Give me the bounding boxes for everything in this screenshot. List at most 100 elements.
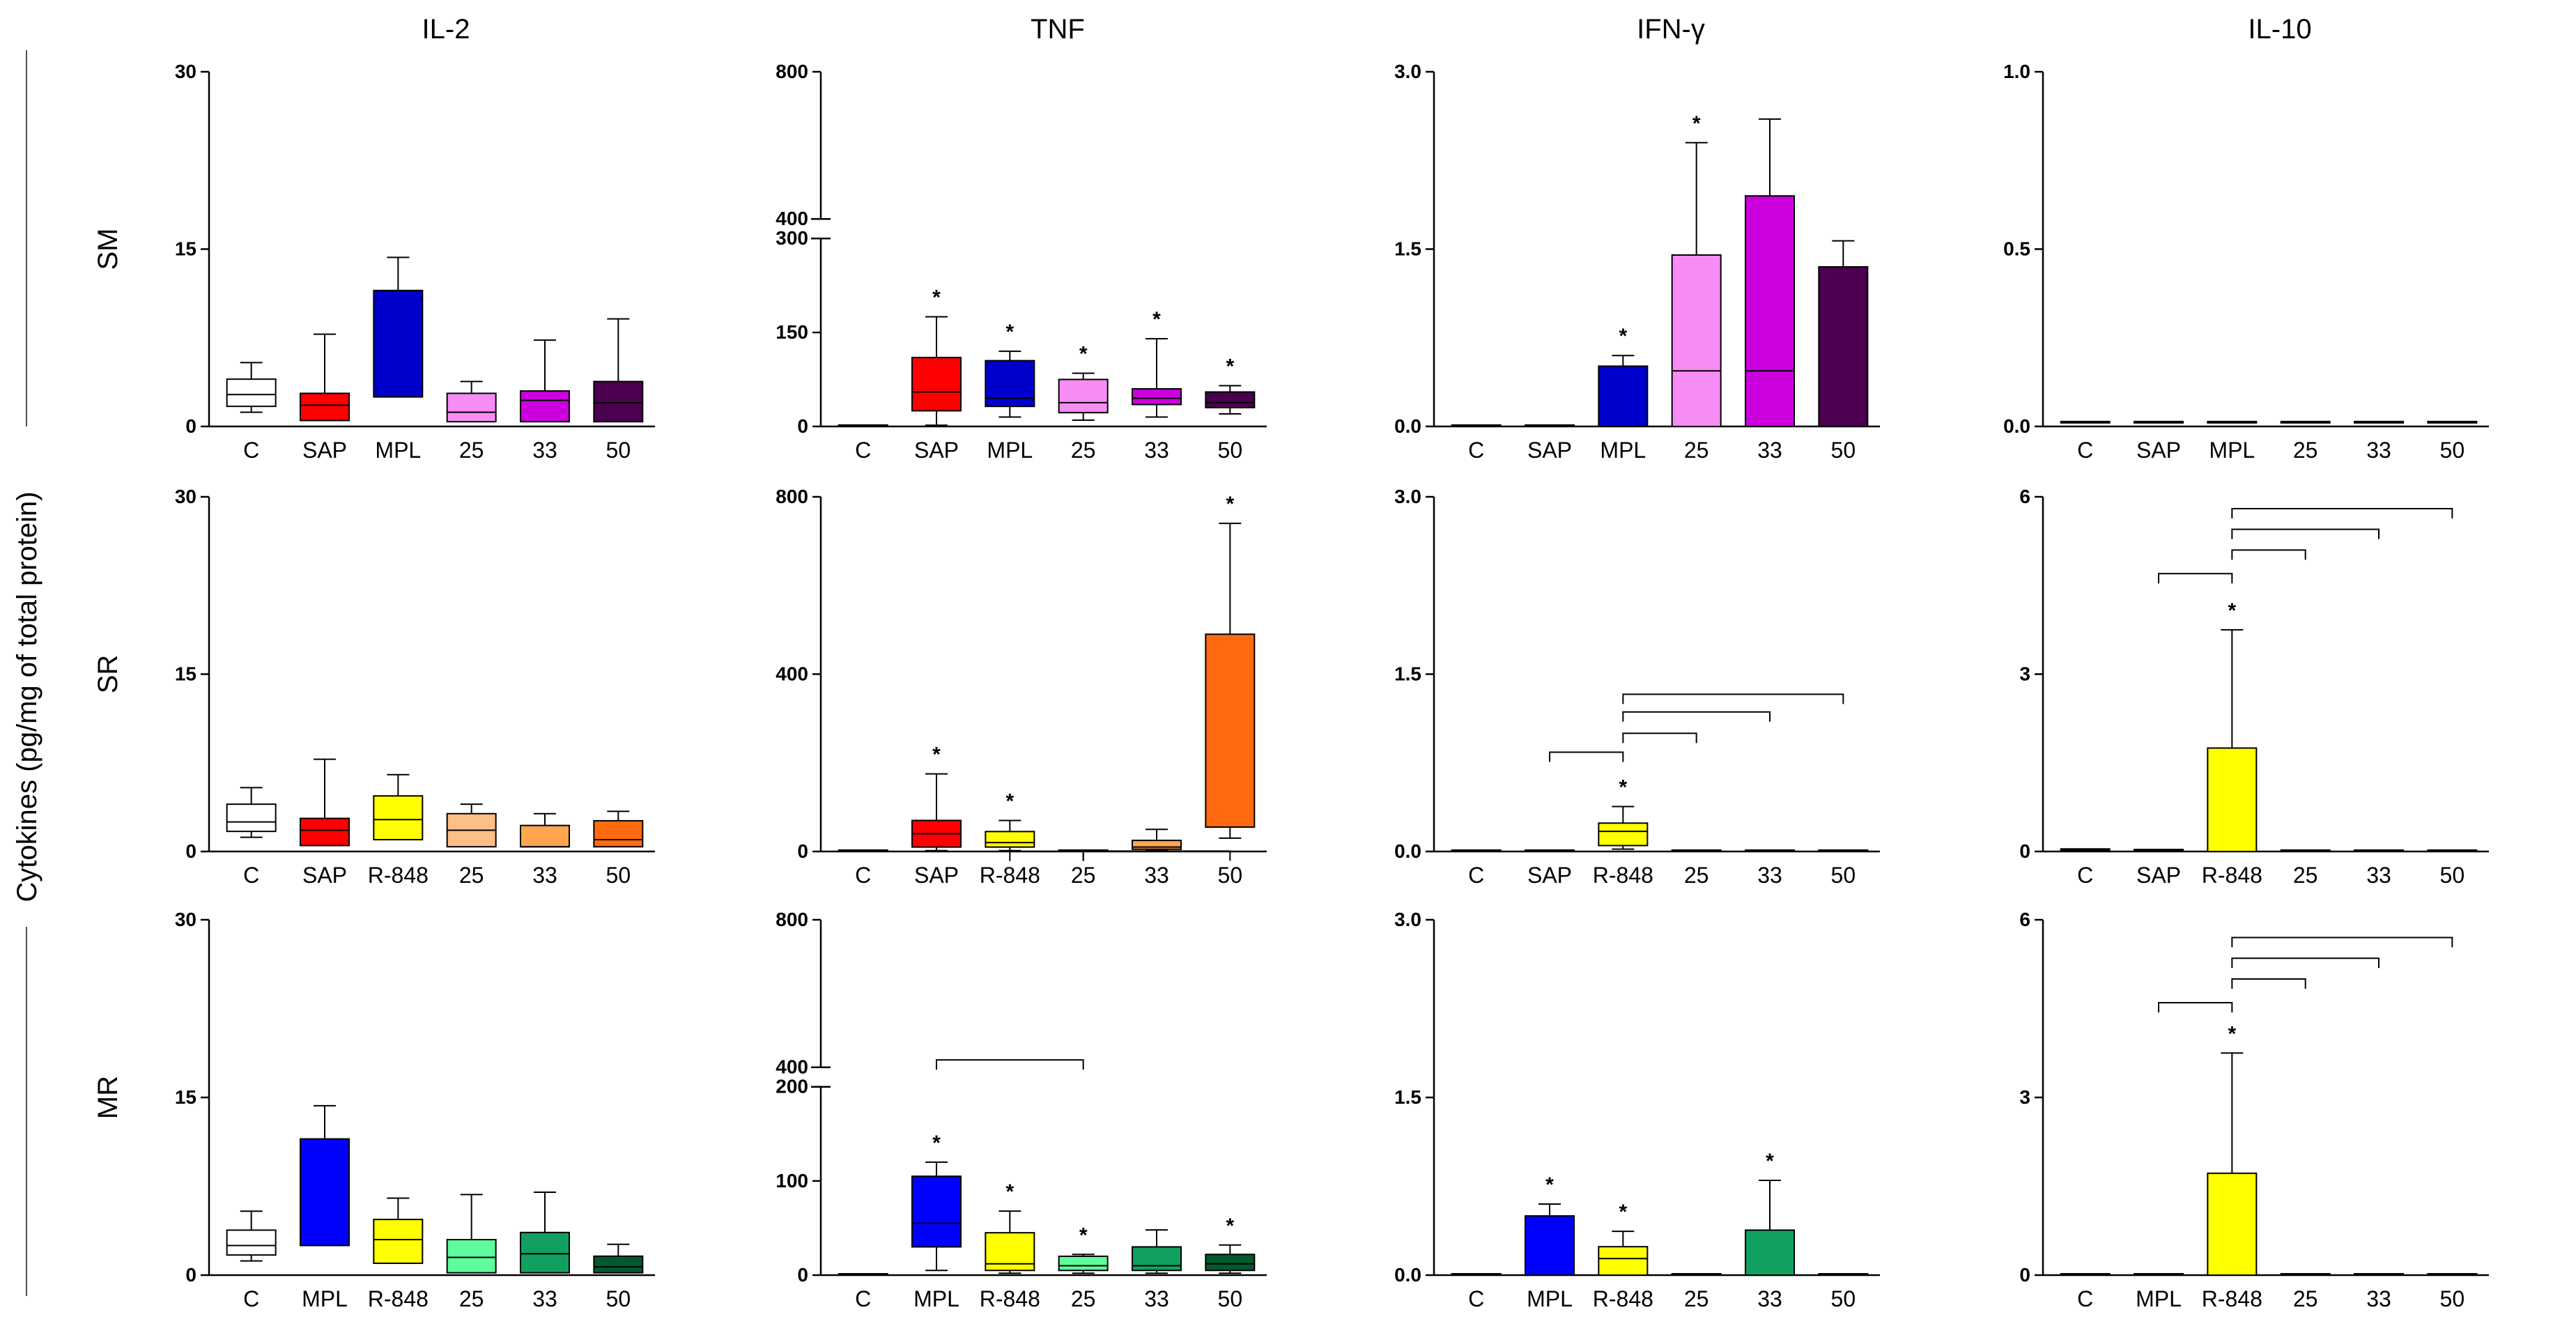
x-tick-label: 33 [1144, 438, 1169, 463]
box-body [373, 289, 424, 398]
comparison-bracket [936, 1059, 1084, 1070]
box-body [2207, 747, 2258, 852]
box-body [1598, 1246, 1649, 1276]
x-tick-label: 25 [459, 863, 484, 888]
x-tick-label: C [855, 863, 871, 888]
row-label-mr: MR [93, 1076, 123, 1119]
box-25 [2280, 1273, 2331, 1276]
box-c [226, 787, 277, 838]
box-33 [1132, 828, 1182, 851]
comparison-bracket [2231, 978, 2306, 989]
significance-star: * [1079, 343, 1088, 366]
x-tick-label: C [2077, 863, 2093, 888]
y-tick-label: 150 [776, 321, 808, 343]
significance-star: * [2228, 599, 2236, 622]
box-mpl [373, 256, 424, 398]
x-tick-label: 25 [1071, 863, 1096, 888]
x-tick-label: 25 [2293, 863, 2318, 888]
box-33 [1745, 118, 1795, 427]
box-body [1525, 849, 1575, 852]
box-body [226, 1229, 277, 1256]
x-tick-label: 25 [1071, 1286, 1096, 1311]
panel-sm-il-10: 0.0 0.5 1.0 C SAP MPL 25 33 50 [2003, 61, 2489, 463]
y-tick-label: 1.0 [2003, 61, 2030, 82]
box-sap [911, 316, 962, 426]
x-tick-label: 50 [2440, 438, 2465, 463]
box-33 [1132, 338, 1182, 418]
box-body [985, 831, 1035, 848]
comparison-bracket [1549, 751, 1624, 762]
comparison-bracket [1009, 850, 1084, 861]
box-sap [911, 773, 962, 851]
significance-star: * [1005, 1180, 1014, 1203]
box-r-848 [1598, 805, 1649, 850]
box-body [300, 1138, 350, 1247]
box-33 [2354, 849, 2404, 852]
box-mpl [911, 1161, 962, 1272]
x-tick-label: 33 [2366, 438, 2391, 463]
box-body [520, 1231, 570, 1274]
x-tick-label: C [1468, 1286, 1484, 1311]
significance-star: * [1619, 776, 1627, 799]
significance-star: * [1545, 1173, 1554, 1196]
x-tick-label: C [2077, 438, 2093, 463]
box-body [1525, 424, 1575, 427]
y-tick-label: 300 [776, 227, 808, 249]
x-tick-label: SAP [1527, 863, 1572, 888]
x-tick-label: R-848 [2202, 1286, 2262, 1311]
box-body [373, 1219, 424, 1264]
comparison-bracket [2231, 936, 2453, 948]
y-tick-label: 15 [175, 238, 196, 260]
box-body [446, 1239, 497, 1274]
box-r-848 [1598, 1231, 1649, 1276]
box-body [1745, 195, 1795, 427]
y-tick-label: 100 [776, 1170, 808, 1192]
y-tick-label: 400 [776, 208, 808, 229]
box-body [2060, 1273, 2111, 1276]
box-25 [1671, 141, 1722, 427]
box-c [2060, 848, 2111, 851]
box-body [1818, 849, 1869, 852]
y-tick-label: 1.5 [1394, 663, 1421, 685]
significance-star: * [1766, 1150, 1774, 1173]
box-body [2354, 849, 2404, 852]
box-body [593, 819, 644, 848]
significance-star: * [1005, 321, 1014, 344]
y-tick-label: 30 [175, 486, 196, 507]
box-r-848 [373, 1197, 424, 1264]
box-body [300, 817, 350, 847]
box-c [838, 1273, 888, 1276]
box-r-848 [373, 773, 424, 841]
x-tick-label: SAP [302, 438, 347, 463]
y-tick-label: 3.0 [1394, 909, 1421, 930]
y-tick-label: 3.0 [1394, 486, 1421, 507]
x-tick-label: C [243, 863, 259, 888]
x-tick-label: R-848 [1593, 863, 1653, 888]
box-50 [1818, 849, 1869, 852]
box-body [1525, 1215, 1575, 1276]
significance-star: * [1692, 112, 1701, 135]
y-tick-label: 0.0 [1394, 1264, 1421, 1286]
box-body [593, 1255, 644, 1274]
x-tick-label: SAP [914, 438, 959, 463]
x-tick-label: R-848 [980, 1286, 1040, 1311]
x-tick-label: R-848 [368, 863, 429, 888]
box-body [226, 378, 277, 408]
box-body [1671, 1273, 1722, 1276]
x-tick-label: 50 [1218, 863, 1243, 888]
box-33 [1745, 849, 1795, 852]
box-body [1132, 1246, 1182, 1272]
box-body [1451, 424, 1502, 427]
y-tick-label: 400 [776, 1056, 808, 1078]
y-tick-label: 0.5 [2003, 238, 2030, 260]
box-body [985, 360, 1035, 408]
panel-sr-ifn-: 0.0 1.5 3.0 C SAP R-848 25 33 50 * [1394, 486, 1880, 888]
comparison-bracket [2231, 528, 2380, 539]
x-tick-label: C [1468, 438, 1484, 463]
box-sap [2134, 849, 2184, 852]
box-c [2060, 1273, 2111, 1276]
box-33 [2354, 420, 2404, 424]
